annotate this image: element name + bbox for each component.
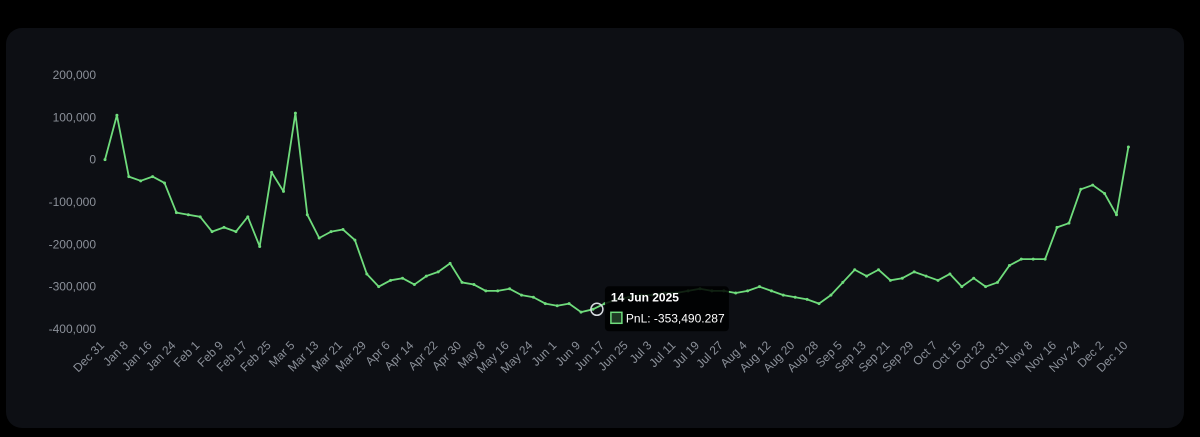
point (234, 230, 238, 234)
point (448, 261, 452, 265)
point (424, 274, 428, 278)
x-tick-label: Jul 27 (693, 338, 726, 371)
point (317, 236, 321, 240)
point (1007, 264, 1011, 267)
tooltip-box (604, 286, 729, 332)
point (984, 285, 988, 289)
point (793, 295, 797, 299)
point (781, 293, 785, 297)
chart-card (6, 28, 1184, 428)
point (305, 213, 309, 217)
point (508, 287, 512, 291)
point (972, 276, 976, 280)
point (924, 274, 928, 278)
point (198, 215, 202, 219)
point (1031, 257, 1035, 261)
point (472, 283, 476, 287)
point (996, 280, 999, 284)
point (377, 285, 381, 289)
point (496, 289, 500, 293)
point (912, 270, 916, 274)
point (270, 170, 274, 174)
point (127, 175, 131, 179)
tooltip: 14 Jun 2025 PnL: -353,490.287 (604, 286, 729, 332)
tooltip-title: 14 Jun 2025 (611, 290, 679, 304)
line (104, 112, 1130, 313)
point (960, 285, 964, 289)
point (543, 302, 547, 306)
point (888, 278, 892, 282)
point (758, 285, 761, 289)
point (103, 158, 107, 162)
point (412, 283, 416, 287)
point (329, 230, 333, 234)
y-tick-label: 100,000 (53, 110, 97, 124)
point (865, 274, 869, 278)
point (900, 276, 904, 280)
point (436, 270, 440, 274)
point (151, 175, 155, 179)
y-tick-label: -100,000 (49, 195, 97, 209)
point (1103, 192, 1107, 196)
point (1091, 183, 1095, 187)
point (579, 310, 583, 314)
point (115, 113, 119, 117)
point (829, 293, 833, 297)
point (246, 215, 250, 219)
y-tick-label: -300,000 (49, 280, 97, 294)
tooltip-swatch (610, 311, 623, 325)
point (389, 278, 393, 282)
point (1126, 145, 1130, 149)
y-tick-label: 0 (89, 153, 96, 167)
point (460, 280, 464, 284)
x-tick-label: Jun 1 (529, 338, 560, 369)
point (210, 230, 214, 234)
point (353, 238, 357, 242)
point (293, 111, 297, 115)
point (186, 213, 190, 217)
point (1043, 257, 1047, 261)
point (746, 289, 750, 293)
point (936, 278, 940, 282)
point (769, 289, 773, 293)
point (282, 189, 285, 193)
point (841, 280, 845, 284)
point (591, 307, 595, 311)
point (567, 302, 571, 306)
tooltip-text: PnL: -353,490.287 (626, 311, 725, 325)
point (365, 272, 369, 276)
point (1079, 187, 1083, 191)
point (1055, 225, 1059, 229)
point (341, 228, 345, 232)
point (1019, 257, 1023, 261)
point (139, 179, 143, 183)
point (948, 272, 952, 276)
point (258, 244, 262, 248)
point (520, 293, 523, 297)
x-tick-label: Feb 1 (171, 338, 203, 370)
point (484, 289, 488, 293)
y-tick-label: 200,000 (53, 68, 97, 82)
point (555, 304, 559, 308)
y-tick-label: -400,000 (49, 322, 97, 336)
point (531, 295, 535, 299)
point (805, 297, 809, 301)
point (222, 225, 226, 229)
point (1115, 213, 1118, 217)
point (877, 268, 880, 272)
tooltip-point (590, 302, 604, 317)
point (1067, 221, 1071, 225)
point (817, 302, 821, 306)
point (401, 276, 404, 280)
point (163, 181, 166, 185)
point (853, 268, 857, 272)
point (174, 211, 178, 215)
y-tick-label: -200,000 (49, 237, 97, 251)
point (734, 291, 738, 295)
